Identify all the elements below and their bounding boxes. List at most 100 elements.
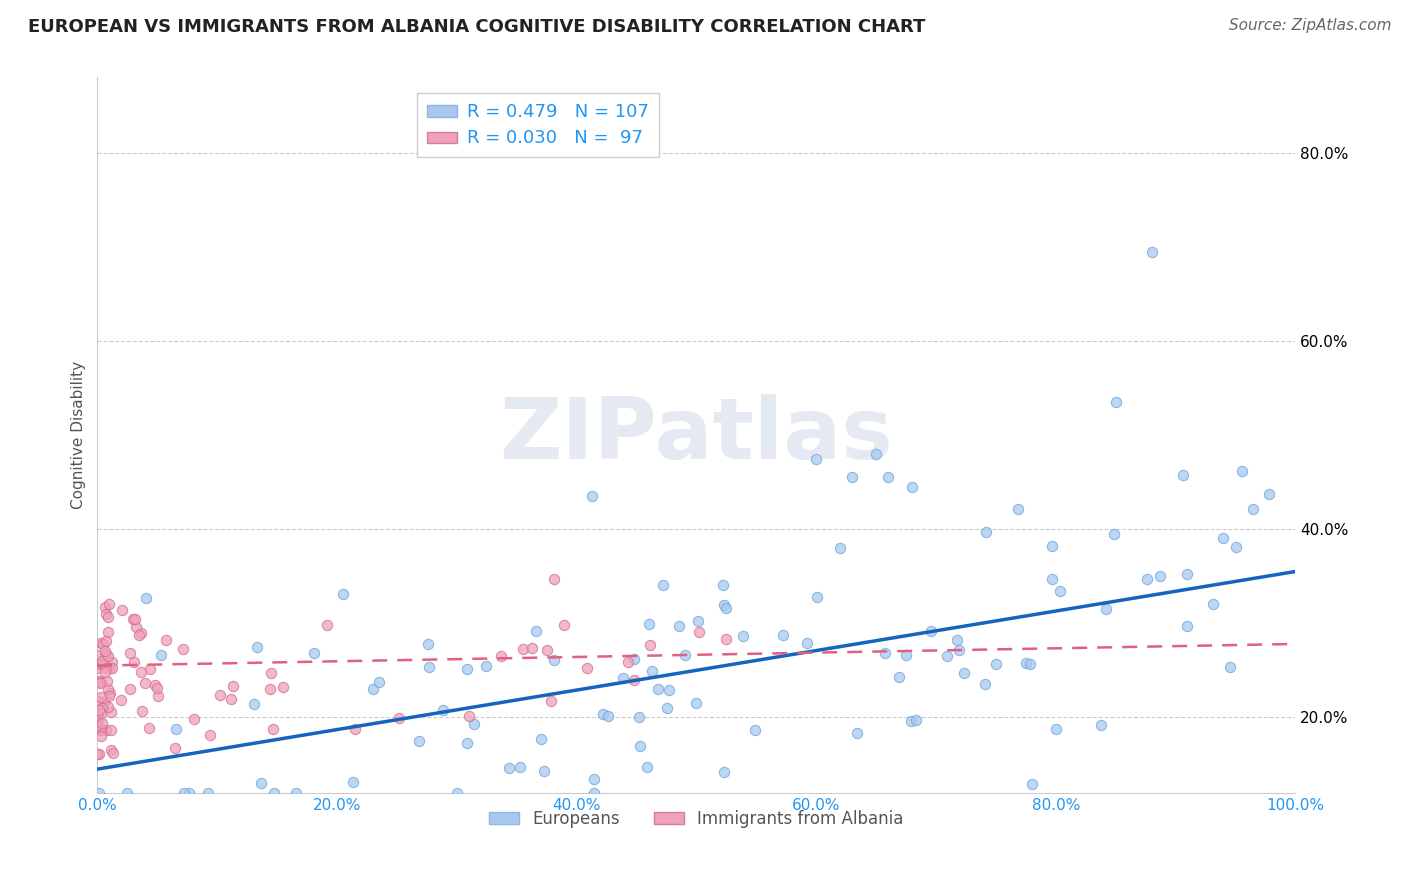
- Point: [598, 708, 620, 723]
- Point: [115, 786, 138, 800]
- Point: [873, 646, 896, 660]
- Point: [1045, 722, 1067, 736]
- Point: [284, 786, 307, 800]
- Legend: Europeans, Immigrants from Albania: Europeans, Immigrants from Albania: [482, 803, 910, 834]
- Point: [974, 677, 997, 691]
- Point: [685, 696, 707, 710]
- Point: [1175, 619, 1198, 633]
- Point: [86, 747, 108, 761]
- Point: [222, 679, 245, 693]
- Point: [87, 661, 110, 675]
- Point: [90, 729, 112, 743]
- Point: [623, 673, 645, 687]
- Point: [628, 739, 651, 753]
- Point: [259, 682, 281, 697]
- Point: [101, 746, 124, 760]
- Point: [945, 633, 967, 648]
- Point: [86, 718, 108, 732]
- Point: [1243, 502, 1265, 516]
- Point: [94, 600, 117, 615]
- Point: [841, 470, 863, 484]
- Point: [134, 675, 156, 690]
- Point: [96, 647, 118, 661]
- Point: [1135, 572, 1157, 586]
- Point: [250, 776, 273, 790]
- Point: [1225, 541, 1247, 555]
- Point: [100, 705, 122, 719]
- Point: [623, 651, 645, 665]
- Point: [711, 578, 734, 592]
- Point: [796, 635, 818, 649]
- Point: [86, 694, 108, 708]
- Point: [89, 722, 111, 736]
- Point: [246, 640, 269, 654]
- Point: [91, 637, 114, 651]
- Point: [94, 644, 117, 658]
- Point: [714, 600, 737, 615]
- Point: [900, 714, 922, 728]
- Point: [165, 723, 187, 737]
- Point: [1040, 539, 1063, 553]
- Point: [100, 660, 122, 674]
- Point: [536, 643, 558, 657]
- Point: [1040, 572, 1063, 586]
- Point: [97, 610, 120, 624]
- Point: [456, 736, 478, 750]
- Point: [524, 624, 547, 639]
- Point: [1149, 568, 1171, 582]
- Point: [540, 694, 562, 708]
- Point: [744, 723, 766, 737]
- Point: [121, 612, 143, 626]
- Point: [475, 659, 498, 673]
- Point: [657, 701, 679, 715]
- Point: [673, 648, 696, 663]
- Point: [200, 729, 222, 743]
- Point: [1021, 777, 1043, 791]
- Point: [1015, 656, 1038, 670]
- Point: [830, 541, 852, 555]
- Point: [1018, 657, 1040, 671]
- Point: [100, 660, 122, 674]
- Point: [1105, 395, 1128, 409]
- Point: [512, 641, 534, 656]
- Point: [128, 628, 150, 642]
- Point: [731, 629, 754, 643]
- Point: [533, 764, 555, 778]
- Point: [530, 732, 553, 747]
- Point: [388, 711, 411, 725]
- Point: [93, 665, 115, 680]
- Point: [647, 682, 669, 697]
- Point: [111, 603, 134, 617]
- Point: [509, 760, 531, 774]
- Text: EUROPEAN VS IMMIGRANTS FROM ALBANIA COGNITIVE DISABILITY CORRELATION CHART: EUROPEAN VS IMMIGRANTS FROM ALBANIA COGN…: [28, 18, 925, 36]
- Point: [90, 723, 112, 737]
- Point: [581, 489, 603, 503]
- Point: [668, 618, 690, 632]
- Point: [887, 670, 910, 684]
- Point: [100, 723, 122, 737]
- Point: [688, 625, 710, 640]
- Point: [87, 673, 110, 688]
- Point: [96, 673, 118, 688]
- Point: [658, 682, 681, 697]
- Point: [986, 657, 1008, 672]
- Point: [101, 656, 124, 670]
- Point: [91, 654, 114, 668]
- Point: [98, 686, 121, 700]
- Point: [146, 689, 169, 703]
- Point: [713, 765, 735, 780]
- Point: [714, 632, 737, 646]
- Point: [129, 626, 152, 640]
- Point: [463, 716, 485, 731]
- Point: [974, 524, 997, 539]
- Point: [302, 647, 325, 661]
- Point: [583, 786, 606, 800]
- Point: [641, 664, 664, 678]
- Point: [177, 786, 200, 800]
- Point: [1202, 597, 1225, 611]
- Point: [138, 721, 160, 735]
- Point: [172, 642, 194, 657]
- Point: [652, 578, 675, 592]
- Point: [553, 618, 575, 632]
- Point: [368, 675, 391, 690]
